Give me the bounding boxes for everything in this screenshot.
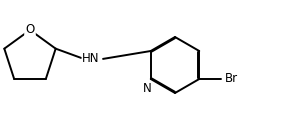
Text: HN: HN — [82, 52, 100, 65]
Text: O: O — [25, 24, 35, 37]
Text: N: N — [142, 82, 151, 95]
Text: Br: Br — [225, 73, 238, 86]
